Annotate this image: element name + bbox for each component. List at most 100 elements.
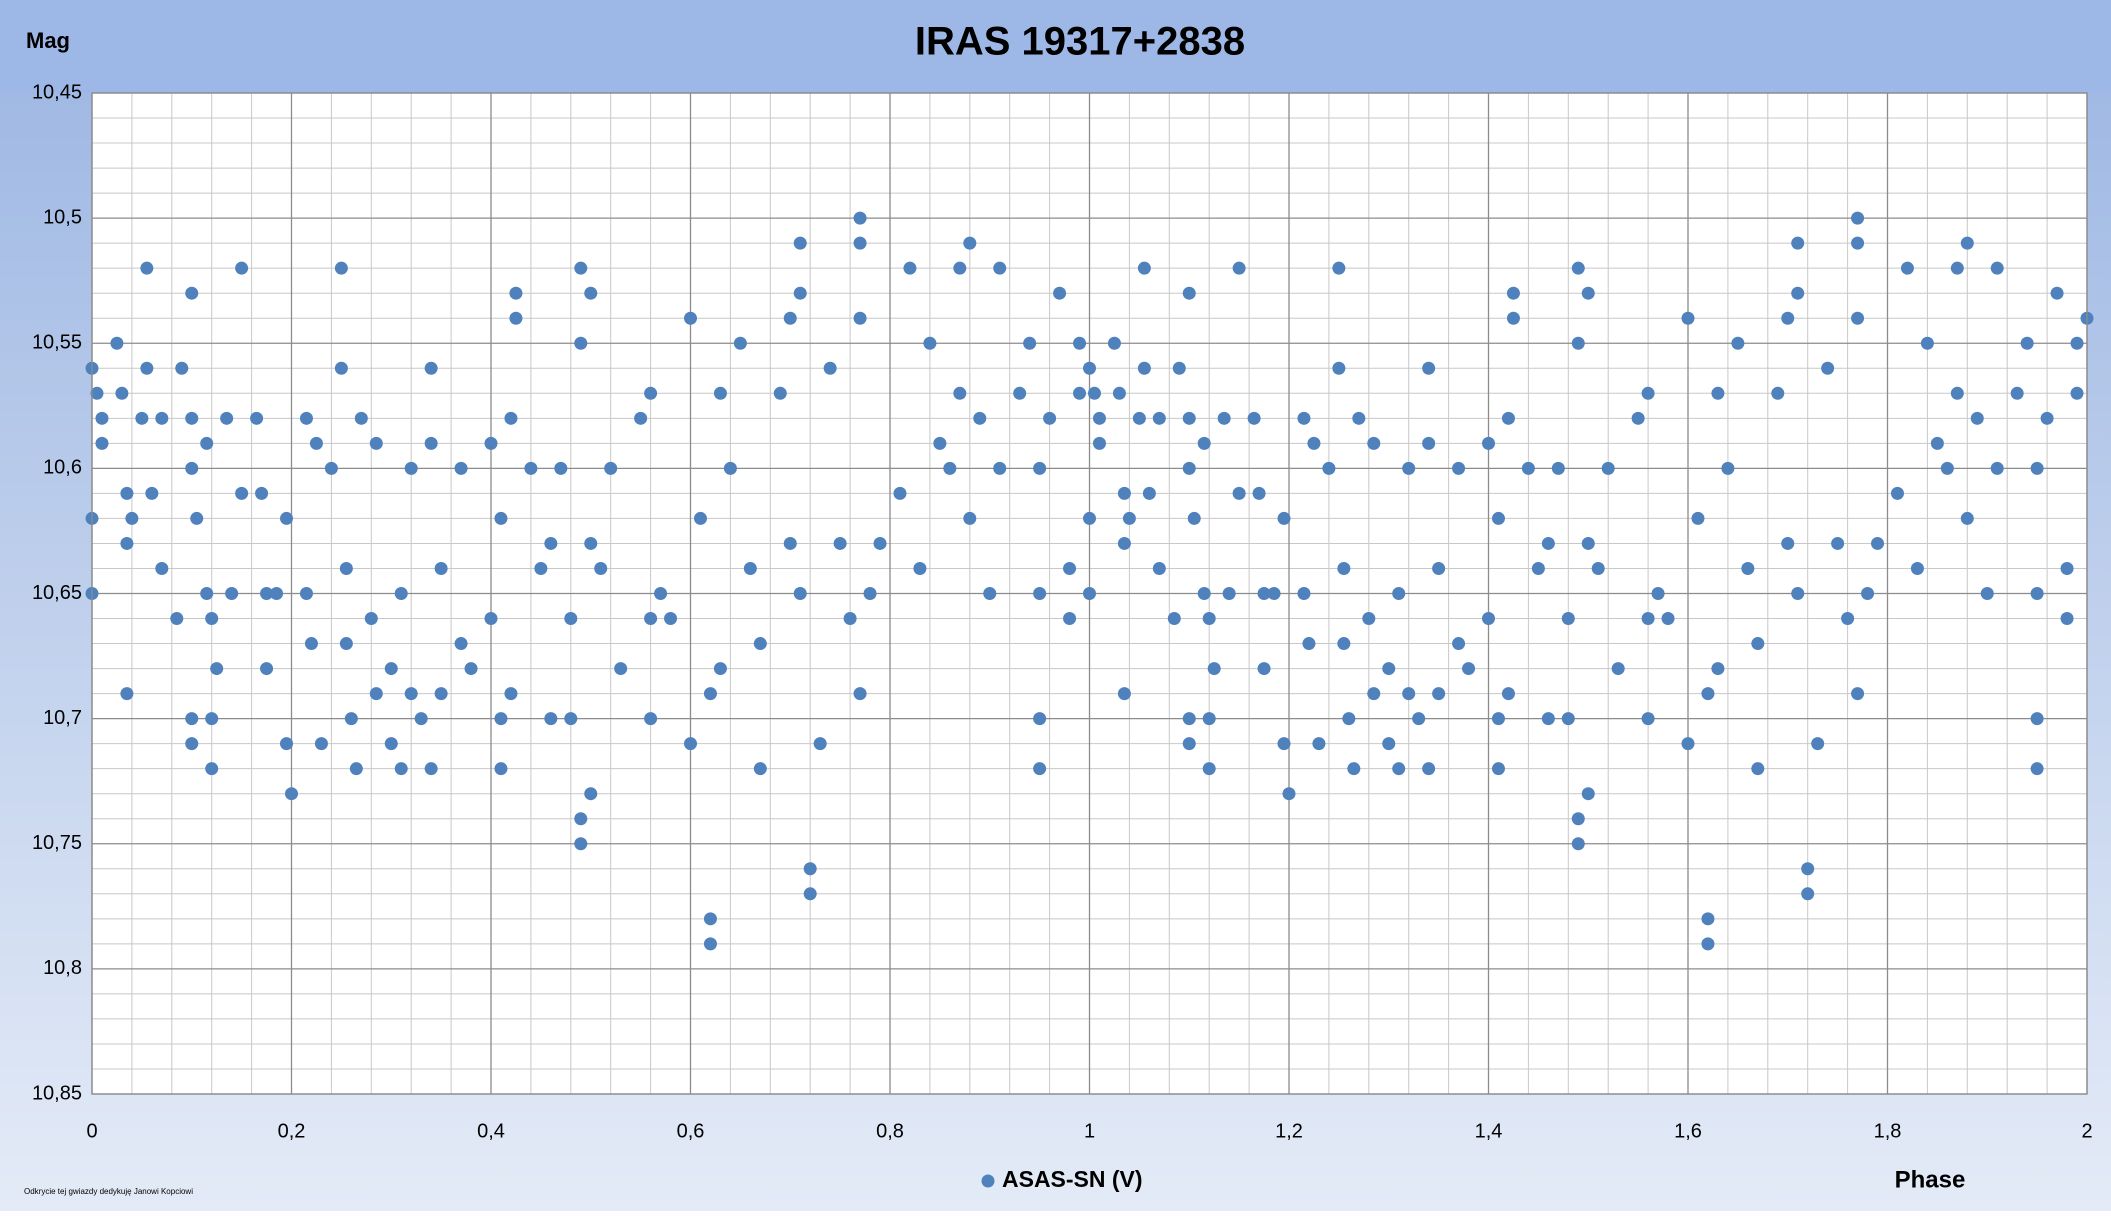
- point: [339, 637, 353, 651]
- x-tick-label: 0,2: [278, 1120, 306, 1142]
- point: [1352, 411, 1366, 425]
- y-tick-label: 10,75: [32, 832, 82, 854]
- point: [1970, 411, 1984, 425]
- point: [1197, 436, 1211, 450]
- point: [1980, 587, 1994, 600]
- point: [140, 361, 154, 375]
- point: [454, 461, 468, 475]
- point: [1741, 561, 1755, 575]
- point: [120, 486, 134, 500]
- point: [1402, 461, 1416, 475]
- point: [299, 411, 313, 425]
- point: [1871, 536, 1885, 550]
- point: [1571, 837, 1585, 851]
- point: [255, 486, 269, 500]
- marks: [85, 211, 2094, 951]
- point: [634, 411, 648, 425]
- point: [544, 712, 558, 726]
- point: [1282, 787, 1296, 801]
- point: [1277, 737, 1291, 751]
- point: [1771, 386, 1785, 400]
- point: [1711, 386, 1725, 400]
- point: [1137, 261, 1151, 275]
- point: [1841, 612, 1855, 626]
- point: [723, 461, 737, 475]
- point: [1297, 411, 1311, 425]
- chart-title: IRAS 19317+2838: [915, 20, 1245, 64]
- point: [1462, 662, 1476, 676]
- point: [349, 762, 363, 776]
- point: [1087, 386, 1101, 400]
- point: [524, 461, 538, 475]
- point: [1571, 812, 1585, 826]
- point: [1691, 511, 1705, 525]
- point: [155, 411, 169, 425]
- legend-marker: [981, 1174, 995, 1188]
- point: [1342, 712, 1356, 726]
- point: [1651, 587, 1665, 600]
- point: [334, 361, 348, 375]
- point: [384, 737, 398, 751]
- point: [1217, 411, 1231, 425]
- point: [993, 461, 1007, 475]
- x-tick-label: 1,8: [1874, 1120, 1902, 1142]
- point: [1117, 486, 1131, 500]
- point: [903, 261, 917, 275]
- point: [1337, 561, 1351, 575]
- point: [783, 311, 797, 325]
- point: [793, 286, 807, 300]
- point: [200, 587, 214, 600]
- point: [1611, 662, 1625, 676]
- point: [145, 486, 159, 500]
- point: [753, 637, 767, 651]
- point: [1063, 561, 1077, 575]
- point: [1801, 862, 1815, 876]
- point: [125, 511, 139, 525]
- point: [1791, 286, 1805, 300]
- point: [574, 812, 588, 826]
- point: [494, 712, 508, 726]
- point: [1791, 236, 1805, 250]
- point: [1960, 511, 1974, 525]
- point: [873, 536, 887, 550]
- point: [494, 762, 508, 776]
- point: [703, 912, 717, 926]
- point: [1561, 712, 1575, 726]
- point: [1940, 461, 1954, 475]
- point: [1701, 937, 1715, 951]
- point: [963, 236, 977, 250]
- point: [369, 436, 383, 450]
- point: [484, 612, 498, 626]
- point: [250, 411, 264, 425]
- point: [2030, 587, 2044, 600]
- point: [1432, 687, 1446, 701]
- point: [334, 261, 348, 275]
- point: [594, 561, 608, 575]
- point: [1781, 536, 1795, 550]
- y-tick-label: 10,5: [43, 206, 82, 228]
- point: [1581, 787, 1595, 801]
- point: [2040, 411, 2054, 425]
- point: [684, 311, 697, 325]
- y-tick-label: 10,6: [43, 457, 82, 479]
- y-tick-label: 10,45: [32, 81, 82, 103]
- point: [280, 737, 294, 751]
- point: [260, 662, 274, 676]
- point: [484, 436, 498, 450]
- point: [983, 587, 997, 600]
- point: [1412, 712, 1426, 726]
- point: [339, 561, 353, 575]
- point: [1561, 612, 1575, 626]
- point: [1023, 336, 1037, 350]
- point: [1367, 436, 1381, 450]
- point: [1422, 436, 1436, 450]
- point: [1641, 712, 1655, 726]
- point: [1501, 687, 1515, 701]
- point: [1142, 486, 1156, 500]
- point: [1681, 737, 1695, 751]
- point: [270, 587, 284, 600]
- point: [1422, 762, 1436, 776]
- point: [1422, 361, 1436, 375]
- point: [893, 486, 907, 500]
- point: [394, 762, 408, 776]
